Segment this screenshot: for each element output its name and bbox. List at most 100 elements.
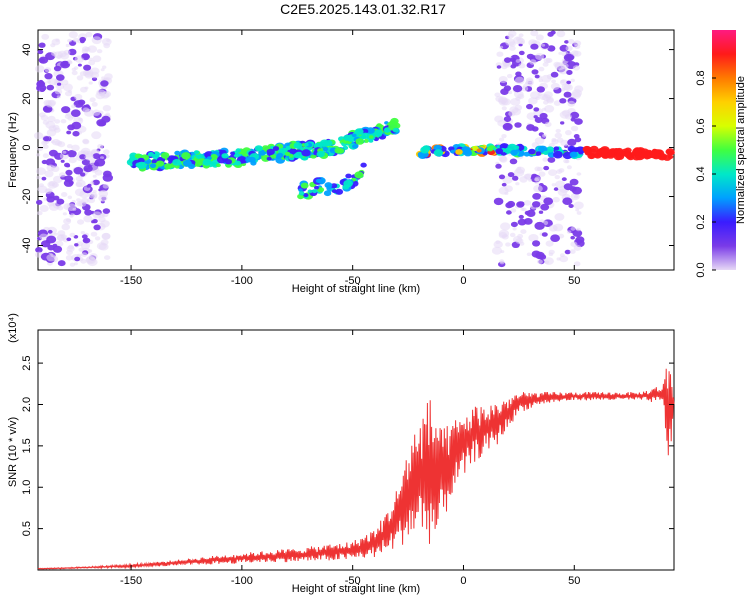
heatmap-cell bbox=[556, 30, 566, 38]
heatmap-cell bbox=[526, 112, 537, 120]
heatmap-cell bbox=[53, 175, 63, 184]
heatmap-cell bbox=[560, 121, 565, 125]
heatmap-cell bbox=[576, 227, 581, 232]
heatmap-cell bbox=[368, 139, 374, 143]
heatmap-cell bbox=[565, 159, 570, 164]
heatmap-cell bbox=[516, 201, 525, 208]
heatmap-cell bbox=[298, 191, 305, 196]
heatmap-cell bbox=[92, 153, 101, 160]
heatmap-cell bbox=[134, 153, 142, 159]
heatmap-cell bbox=[88, 81, 93, 85]
heatmap-cell bbox=[535, 34, 544, 41]
heatmap-cell bbox=[77, 63, 82, 67]
heatmap-cell bbox=[56, 74, 65, 81]
heatmap-cell bbox=[71, 121, 82, 130]
heatmap-cell bbox=[47, 244, 55, 251]
heatmap-cell bbox=[102, 183, 109, 189]
heatmap-cell bbox=[530, 43, 539, 50]
heatmap-cell bbox=[547, 45, 556, 52]
heatmap-cell bbox=[573, 261, 581, 267]
heatmap-cell bbox=[73, 167, 84, 175]
heatmap-cell bbox=[74, 256, 81, 262]
colorbar-label: Normalized spectral amplitude bbox=[735, 76, 747, 224]
heatmap-cell bbox=[76, 75, 84, 81]
heatmap-cell bbox=[558, 67, 568, 75]
heatmap-cell bbox=[544, 260, 549, 264]
heatmap-cell bbox=[67, 116, 73, 121]
heatmap-cell bbox=[534, 221, 545, 230]
heatmap-cell bbox=[221, 153, 229, 159]
heatmap-cell bbox=[515, 182, 520, 186]
heatmap-cell bbox=[569, 178, 579, 186]
heatmap-cell bbox=[82, 139, 90, 145]
heatmap-cell bbox=[293, 142, 303, 149]
heatmap-cell bbox=[33, 132, 44, 140]
heatmap-cell bbox=[509, 232, 516, 238]
heatmap-cell bbox=[553, 61, 561, 68]
heatmap-cell bbox=[36, 199, 43, 205]
heatmap-cell bbox=[508, 30, 517, 37]
heatmap-cell bbox=[523, 151, 530, 157]
x-tick-label: -150 bbox=[120, 575, 142, 587]
heatmap-cell bbox=[507, 172, 515, 178]
heatmap-cell bbox=[500, 222, 511, 231]
heatmap-cell bbox=[502, 175, 513, 184]
heatmap-cell bbox=[35, 65, 45, 73]
heatmap-cell bbox=[87, 258, 98, 267]
spectrogram-panel: -150 -100 -50 0 50 -40 -20 0 20 40 Height of str… bbox=[7, 29, 675, 295]
heatmap-cell bbox=[40, 114, 49, 121]
heatmap-cell bbox=[563, 84, 573, 91]
heatmap-cell bbox=[530, 30, 539, 37]
heatmap-cell bbox=[39, 79, 43, 83]
heatmap-cell bbox=[548, 252, 554, 257]
heatmap-cell bbox=[624, 147, 632, 154]
heatmap-cell bbox=[544, 121, 552, 128]
heatmap-cell bbox=[553, 146, 560, 151]
heatmap-cell bbox=[35, 247, 43, 253]
heatmap-cell bbox=[92, 211, 102, 219]
heatmap-cell bbox=[317, 178, 326, 185]
spectrogram-y-label: Frequency (Hz) bbox=[7, 112, 19, 188]
heatmap-cell bbox=[521, 86, 529, 92]
heatmap-cell bbox=[147, 152, 154, 157]
heatmap-cell bbox=[79, 154, 87, 160]
heatmap-cell bbox=[41, 33, 50, 40]
heatmap-cell bbox=[420, 146, 430, 154]
heatmap-cell bbox=[60, 159, 65, 163]
heatmap-cell bbox=[91, 102, 98, 107]
heatmap-cell bbox=[90, 231, 98, 237]
heatmap-cell bbox=[300, 182, 309, 189]
heatmap-cell bbox=[54, 119, 61, 124]
heatmap-cell bbox=[137, 157, 145, 164]
heatmap-cell bbox=[551, 79, 556, 84]
heatmap-cell bbox=[46, 235, 57, 244]
heatmap-cell bbox=[92, 109, 101, 116]
heatmap-cell bbox=[539, 112, 548, 120]
heatmap-cell bbox=[100, 91, 110, 99]
heatmap-cell bbox=[554, 132, 562, 139]
heatmap-cell bbox=[562, 197, 573, 205]
heatmap-cell bbox=[67, 150, 77, 158]
heatmap-cell bbox=[533, 115, 538, 119]
heatmap-cell bbox=[538, 254, 547, 260]
heatmap-cell bbox=[38, 56, 49, 64]
heatmap-cell bbox=[509, 57, 516, 63]
heatmap-cell bbox=[160, 152, 170, 159]
heatmap-cell bbox=[571, 50, 579, 57]
heatmap-cell bbox=[84, 153, 94, 161]
heatmap-cell bbox=[563, 53, 574, 62]
heatmap-cell bbox=[505, 202, 514, 209]
heatmap-cell bbox=[548, 169, 558, 177]
colorbar-gradient bbox=[712, 30, 736, 270]
heatmap-cell bbox=[45, 100, 56, 108]
heatmap-cell bbox=[528, 148, 536, 155]
heatmap-cell bbox=[94, 158, 106, 167]
heatmap-cell bbox=[62, 61, 69, 67]
heatmap-cell bbox=[615, 153, 625, 160]
heatmap-cell bbox=[39, 183, 44, 188]
heatmap-cell bbox=[100, 80, 109, 87]
heatmap-cell bbox=[81, 234, 88, 239]
heatmap-cell bbox=[569, 249, 576, 254]
heatmap-cell bbox=[60, 192, 68, 197]
heatmap-cell bbox=[561, 109, 571, 117]
